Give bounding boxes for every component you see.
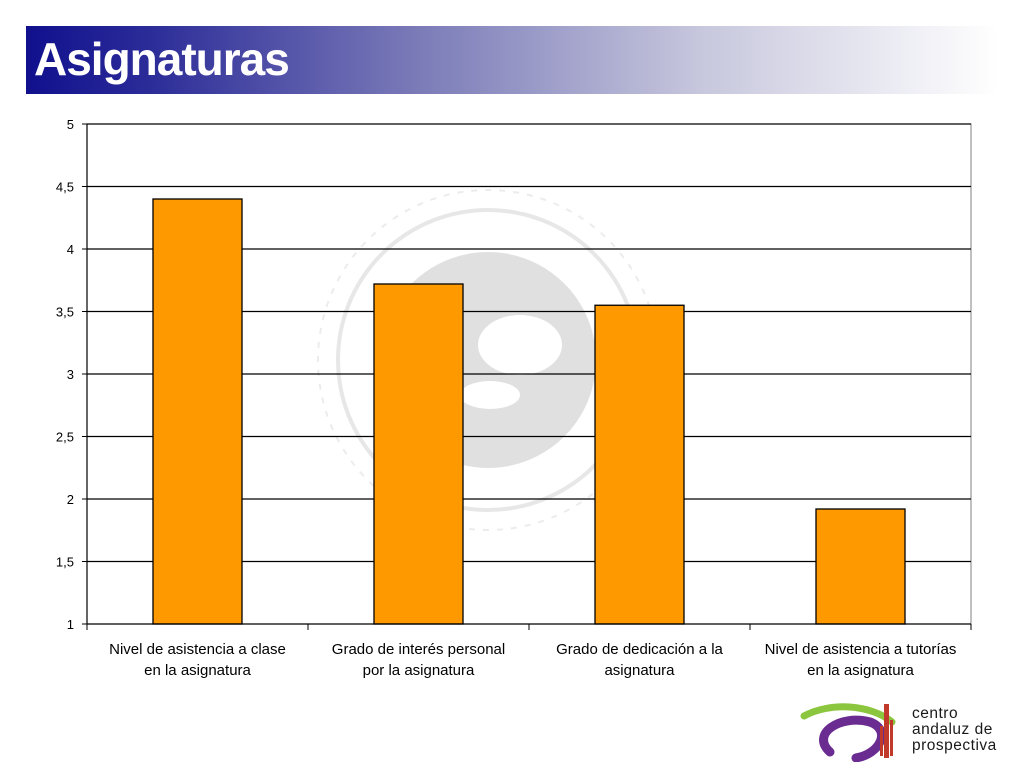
x-category-label: en la asignatura (144, 662, 251, 679)
x-category-label: por la asignatura (363, 662, 475, 679)
x-category-label: Grado de dedicación a la (556, 641, 723, 658)
bar (152, 198, 243, 625)
y-tick-label: 4,5 (56, 180, 74, 195)
centro-andaluz-logo: centro andaluz de prospectiva (800, 700, 1020, 763)
y-tick-label: 3 (67, 367, 74, 382)
x-category-label: asignatura (604, 662, 675, 679)
y-tick-label: 3,5 (56, 305, 74, 320)
logo-line-1: centro (912, 705, 959, 722)
y-tick-label: 4 (67, 242, 74, 257)
y-tick-label: 1,5 (56, 555, 74, 570)
x-category-label: Nivel de asistencia a clase (109, 641, 286, 658)
y-tick-label: 1 (67, 617, 74, 632)
bar (594, 304, 685, 625)
y-tick-label: 2,5 (56, 430, 74, 445)
y-tick-label: 2 (67, 492, 74, 507)
title-bar: Asignaturas (26, 26, 998, 94)
bar (373, 283, 464, 625)
logo-line-3: prospectiva (912, 737, 997, 754)
y-tick-label: 5 (67, 117, 74, 132)
x-category-label: Nivel de asistencia a tutorías (765, 641, 957, 658)
x-category-label: en la asignatura (807, 662, 914, 679)
x-category-label: Grado de interés personal (332, 641, 505, 658)
logo-line-2: andaluz de (912, 721, 993, 738)
slide-title: Asignaturas (34, 33, 290, 85)
bar (815, 508, 906, 625)
logo-mark-icon (800, 703, 896, 763)
